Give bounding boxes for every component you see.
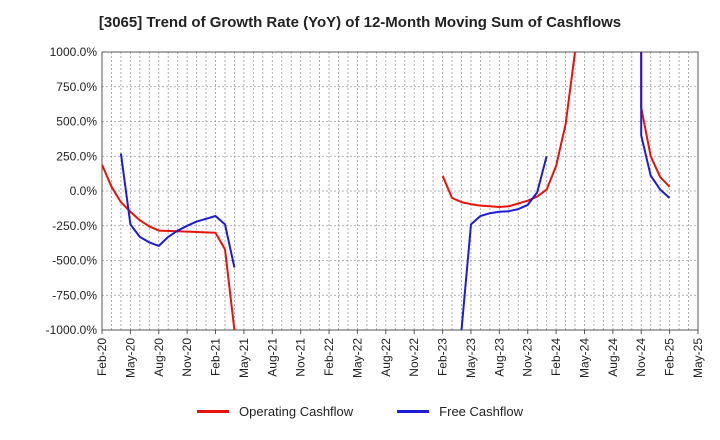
y-tick-label: 500.0% bbox=[56, 115, 97, 129]
y-tick-label: 750.0% bbox=[56, 80, 97, 94]
y-tick-label: -750.0% bbox=[52, 288, 97, 302]
y-tick-label: 250.0% bbox=[56, 149, 97, 163]
legend-swatch-free bbox=[397, 410, 430, 413]
free-cashflow-line bbox=[640, 52, 671, 199]
operating-cashflow-line bbox=[640, 52, 671, 188]
y-tick-label: -1000.0% bbox=[46, 323, 98, 337]
free-cashflow-line bbox=[119, 153, 236, 268]
x-tick-label: Nov-24 bbox=[634, 338, 648, 377]
legend-item-operating: Operating Cashflow bbox=[197, 404, 353, 419]
axes: 1000.0% 750.0% 500.0% 250.0% 0.0% -250.0% -500… bbox=[46, 45, 705, 378]
x-tick-label: Feb-20 bbox=[95, 338, 109, 376]
x-tick-label: May-22 bbox=[350, 338, 364, 378]
chart-title: [3065] Trend of Growth Rate (YoY) of 12-… bbox=[98, 14, 622, 31]
operating-cashflow-line bbox=[102, 164, 236, 330]
x-tick-label: Feb-22 bbox=[322, 338, 336, 376]
x-tick-label: May-25 bbox=[691, 338, 705, 378]
x-tick-label: Nov-22 bbox=[407, 338, 421, 377]
x-tick-label: Aug-21 bbox=[265, 338, 279, 377]
legend-swatch-operating bbox=[197, 410, 229, 413]
x-tick-label: Feb-25 bbox=[663, 338, 677, 376]
legend-label-free: Free Cashflow bbox=[439, 404, 523, 419]
y-tick-label: 1000.0% bbox=[50, 45, 98, 59]
x-tick-label: Nov-23 bbox=[521, 338, 535, 377]
legend: Operating Cashflow Free Cashflow bbox=[0, 404, 720, 419]
x-tick-label: Feb-21 bbox=[209, 338, 223, 376]
y-tick-label: 0.0% bbox=[70, 184, 98, 198]
x-tick-label: Feb-24 bbox=[549, 338, 563, 376]
series-lines bbox=[102, 52, 671, 330]
legend-label-operating: Operating Cashflow bbox=[239, 404, 354, 419]
operating-cashflow-line bbox=[441, 52, 576, 208]
y-tick-label: -250.0% bbox=[52, 219, 97, 233]
x-tick-label: Aug-20 bbox=[152, 338, 166, 377]
x-tick-label: Feb-23 bbox=[436, 338, 450, 376]
x-tick-label: Aug-23 bbox=[492, 338, 506, 377]
legend-item-free: Free Cashflow bbox=[397, 404, 523, 419]
x-tick-label: May-21 bbox=[237, 338, 251, 378]
x-tick-label: May-23 bbox=[464, 338, 478, 378]
plot-frame bbox=[101, 51, 699, 331]
grid bbox=[101, 51, 699, 331]
x-tick-label: Nov-21 bbox=[294, 338, 308, 377]
y-tick-label: -500.0% bbox=[52, 254, 97, 268]
x-tick-label: May-20 bbox=[123, 338, 137, 378]
x-tick-label: Aug-22 bbox=[379, 338, 393, 377]
x-tick-label: May-24 bbox=[577, 338, 591, 378]
free-cashflow-line bbox=[460, 156, 548, 330]
x-tick-label: Nov-20 bbox=[180, 338, 194, 377]
x-tick-label: Aug-24 bbox=[606, 338, 620, 377]
